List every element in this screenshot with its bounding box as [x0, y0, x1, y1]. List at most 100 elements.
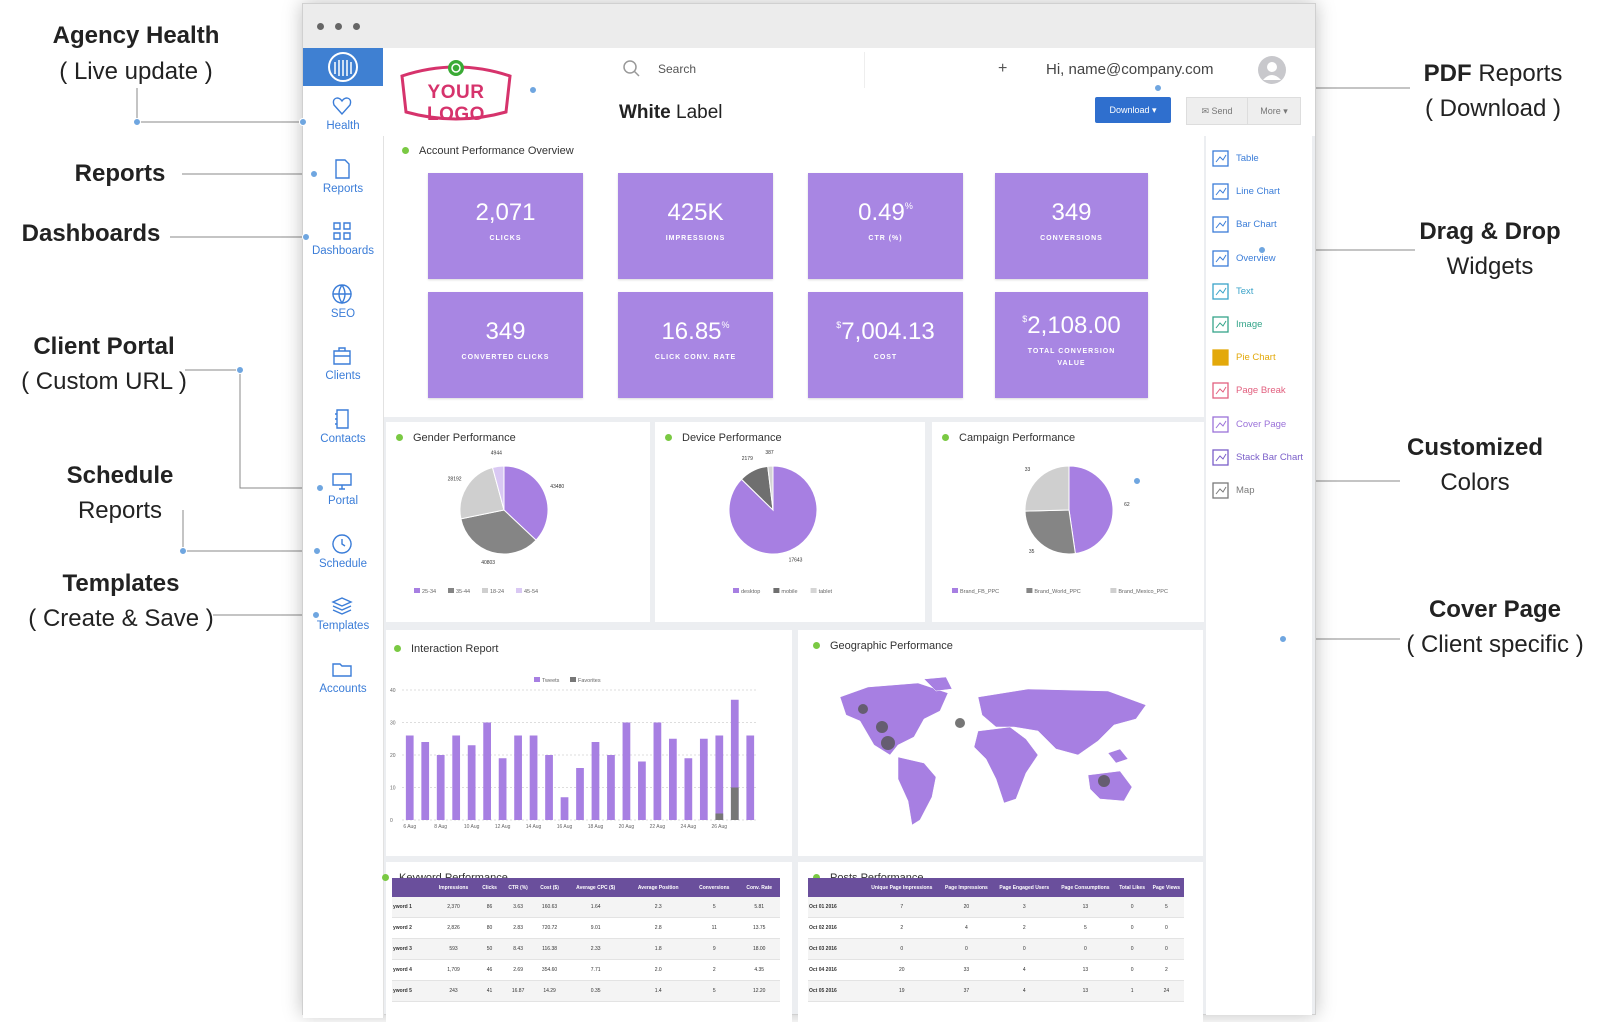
- sidebar-item[interactable]: Schedule: [319, 557, 367, 570]
- widget-item[interactable]: Cover Page: [1236, 418, 1287, 430]
- sidebar-item[interactable]: Contacts: [320, 432, 366, 445]
- send-button[interactable]: ✉ Send: [1186, 97, 1248, 125]
- sidebar-item[interactable]: Reports: [322, 182, 364, 195]
- column-header: Page Views: [1148, 878, 1184, 897]
- bar: [498, 758, 507, 820]
- bar: [529, 735, 538, 820]
- table-cell: 12.20: [738, 980, 780, 1002]
- legend-label: Brand_World_PPC: [1034, 589, 1080, 595]
- legend-swatch: [516, 588, 522, 593]
- widget-icon: [1212, 316, 1229, 333]
- widget-glyph: [1212, 415, 1229, 433]
- legend-label: tablet: [819, 589, 833, 595]
- callout-bold: PDF: [1423, 60, 1472, 87]
- legend-label: mobile: [781, 589, 797, 595]
- table-cell: 0: [993, 938, 1056, 960]
- data-table: Unique Page Impressions Page Impressions P…: [808, 878, 1184, 1002]
- widget-item[interactable]: Text: [1236, 285, 1254, 297]
- pie-chart: Device Performance 17643 2179 387 desktop mob…: [655, 422, 925, 622]
- kpi-prefix: $: [836, 320, 842, 330]
- sidebar-glyph: [335, 408, 349, 429]
- pie-label: 387: [765, 450, 774, 456]
- pie-slice: [503, 465, 549, 541]
- widget-item[interactable]: Stack Bar Chart: [1236, 451, 1304, 463]
- bar: [715, 735, 724, 820]
- white-label: White Label: [619, 102, 723, 124]
- sidebar-item[interactable]: Templates: [316, 620, 370, 632]
- widget-item[interactable]: Map: [1236, 485, 1255, 496]
- column-header: Impressions: [430, 878, 478, 897]
- download-button[interactable]: Download ▾: [1095, 97, 1171, 123]
- table-cell: 2: [864, 917, 940, 939]
- kpi-tile: $7,004.13 COST: [808, 292, 963, 398]
- callout-text: ( Live update ): [59, 58, 213, 85]
- table-cell: yword 2: [392, 917, 430, 939]
- keyword-panel: Keyword Performance ImpressionsClicksCTR…: [386, 862, 792, 1022]
- table-cell: 4: [939, 917, 994, 939]
- callout: PDF Reports: [1424, 60, 1563, 88]
- widget-glyph: [1215, 221, 1227, 229]
- widget-glyph: [1212, 183, 1229, 200]
- table-cell: 0: [1148, 917, 1184, 939]
- legend-swatch: [952, 588, 958, 593]
- widget-item[interactable]: Overview: [1236, 252, 1276, 264]
- table-cell: 2,826: [430, 917, 478, 939]
- header-row: Unique Page Impressions Page Impressions P…: [808, 878, 1184, 897]
- widget-glyph: [1212, 482, 1229, 499]
- bar: [715, 813, 724, 820]
- column-header: Average CPC ($): [565, 878, 627, 897]
- bar: [684, 758, 693, 820]
- sidebar-icon: [333, 222, 351, 240]
- table-cell: 7.71: [565, 959, 627, 981]
- table-cell: 5: [690, 897, 739, 918]
- widget-icon: [1212, 283, 1229, 300]
- table-cell: 50: [477, 938, 503, 960]
- overview-title: Account Performance Overview: [402, 145, 574, 157]
- table-cell: 2.83: [502, 917, 535, 939]
- bar: [545, 755, 553, 820]
- kpi-number: 2,071: [475, 199, 536, 226]
- callout-text: ( Create & Save ): [28, 605, 214, 632]
- widget-item[interactable]: Line Chart: [1236, 186, 1280, 198]
- sidebar-item[interactable]: Clients: [325, 370, 361, 382]
- sidebar-item[interactable]: Dashboards: [311, 245, 374, 257]
- callout-bold: Agency Health: [52, 22, 220, 49]
- x-tick-label: 18 Aug: [588, 824, 604, 830]
- table-cell: 0: [1115, 938, 1149, 960]
- sidebar-item[interactable]: Portal: [327, 495, 359, 507]
- callout: Dashboards: [22, 220, 161, 248]
- add-button[interactable]: +: [998, 60, 1008, 77]
- widget-item[interactable]: Image: [1236, 319, 1263, 330]
- more-button[interactable]: More ▾: [1247, 97, 1301, 125]
- table-cell: 1,709: [430, 959, 478, 981]
- sidebar-glyph: [335, 158, 350, 179]
- callout-inline: Reports: [1478, 60, 1563, 87]
- table-row: Oct 03 2016 0 0 0 0 0 0: [808, 938, 1184, 960]
- table-cell: 13: [1055, 959, 1116, 981]
- sidebar-item[interactable]: Health: [326, 120, 360, 132]
- table-cell: Oct 01 2016: [808, 897, 864, 918]
- widget-item[interactable]: Page Break: [1236, 385, 1286, 397]
- avatar[interactable]: [1258, 56, 1286, 84]
- callout: Schedule: [67, 462, 174, 490]
- column-header: Page Engaged Users: [993, 878, 1056, 897]
- search[interactable]: Search: [658, 62, 697, 76]
- sidebar-item[interactable]: SEO: [330, 307, 356, 320]
- kpi-prefix: $: [1022, 314, 1028, 324]
- table-row: yword 1 2,370 86 3.63 160.63 1.64 2.3 5 5.81: [392, 897, 780, 918]
- widget-item[interactable]: Bar Chart: [1236, 219, 1277, 231]
- table-row: yword 2 2,826 80 2.83 720.72 9.01 2.8 11 13.75: [392, 917, 780, 939]
- pie-slice: [460, 509, 537, 555]
- pie-label: 4944: [491, 450, 502, 456]
- widget-glyph: [1215, 287, 1227, 296]
- widget-item[interactable]: Table: [1236, 153, 1259, 164]
- pie-label: 33: [1025, 467, 1031, 473]
- sidebar-icon: [332, 473, 352, 490]
- callout: Drag & Drop: [1419, 218, 1560, 246]
- kpi-value: 349: [995, 199, 1148, 227]
- pie-title: Device Performance: [665, 432, 782, 444]
- sidebar-icon: [331, 597, 353, 615]
- widget-item[interactable]: Pie Chart: [1236, 352, 1276, 364]
- sidebar-item[interactable]: Accounts: [319, 682, 367, 695]
- column-header: Page Consumptions: [1055, 878, 1116, 897]
